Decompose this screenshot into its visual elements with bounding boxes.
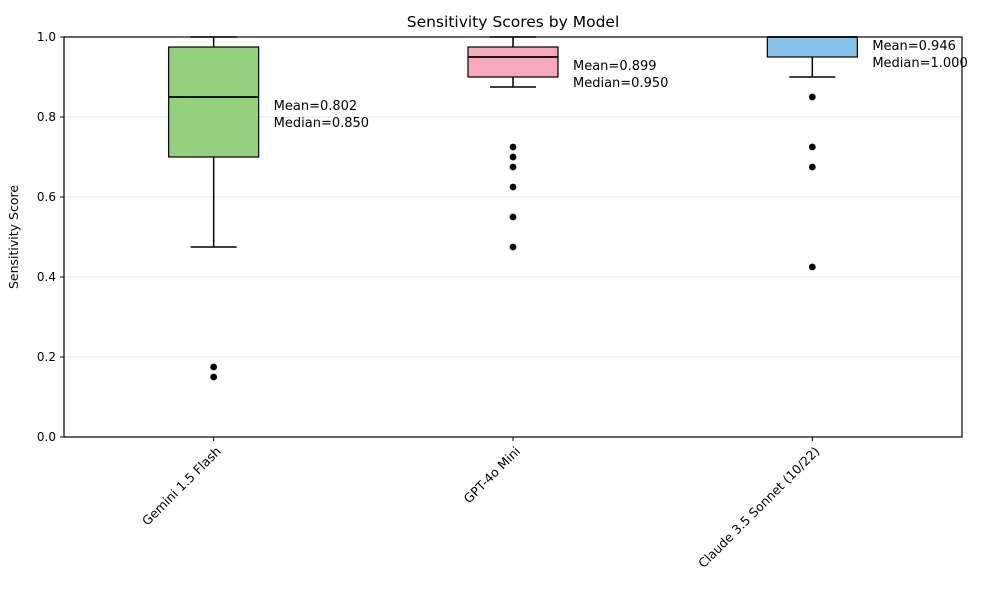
data-layer bbox=[168, 36, 858, 381]
annotation-layer: Mean=0.802 Median=0.850 Mean=0.899 Median=0… bbox=[274, 39, 968, 131]
x-axis-label-gpt-4o-mini: GPT-4o Mini bbox=[461, 444, 524, 507]
annotation-median-gemini-1-5-flash: Median=0.850 bbox=[274, 116, 369, 131]
y-tick-label-0.4: 0.4 bbox=[37, 270, 56, 284]
outlier-gpt-4o-mini-0 bbox=[509, 143, 517, 151]
y-tick-label-0.8: 0.8 bbox=[37, 110, 56, 124]
outlier-claude-3-5-sonnet-10-22-2 bbox=[808, 163, 816, 171]
box-claude-3-5-sonnet-10-22 bbox=[766, 36, 858, 58]
outlier-gpt-4o-mini-1 bbox=[509, 153, 517, 161]
y-tick-label-0.6: 0.6 bbox=[37, 190, 56, 204]
box-gemini-1-5-flash bbox=[168, 46, 260, 158]
outlier-gpt-4o-mini-4 bbox=[509, 213, 517, 221]
x-axis-label-gemini-1-5-flash: Gemini 1.5 Flash bbox=[139, 444, 224, 529]
outlier-gpt-4o-mini-3 bbox=[509, 183, 517, 191]
x-axis-label-claude-3-5-sonnet-10-22: Claude 3.5 Sonnet (10/22) bbox=[695, 444, 822, 571]
plot-frame bbox=[63, 36, 963, 438]
annotation-mean-claude-3-5-sonnet-10-22: Mean=0.946 bbox=[872, 39, 956, 54]
outlier-claude-3-5-sonnet-10-22-1 bbox=[808, 143, 816, 151]
box-gpt-4o-mini bbox=[467, 46, 559, 78]
annotation-median-claude-3-5-sonnet-10-22: Median=1.000 bbox=[872, 56, 967, 71]
annotation-mean-gemini-1-5-flash: Mean=0.802 bbox=[274, 99, 358, 114]
annotation-median-gpt-4o-mini: Median=0.950 bbox=[573, 76, 668, 91]
outlier-gemini-1-5-flash-1 bbox=[210, 373, 218, 381]
y-axis-label: Sensitivity Score bbox=[6, 185, 21, 289]
outlier-gemini-1-5-flash-0 bbox=[210, 363, 218, 371]
annotation-mean-gpt-4o-mini: Mean=0.899 bbox=[573, 59, 657, 74]
outlier-gpt-4o-mini-5 bbox=[509, 243, 517, 251]
y-tick-label-1: 1.0 bbox=[37, 30, 56, 44]
y-tick-label-0: 0.0 bbox=[37, 430, 56, 444]
y-tick-label-0.2: 0.2 bbox=[37, 350, 56, 364]
chart-title: Sensitivity Scores by Model bbox=[407, 13, 620, 31]
outlier-gpt-4o-mini-2 bbox=[509, 163, 517, 171]
outlier-claude-3-5-sonnet-10-22-0 bbox=[808, 93, 816, 101]
outlier-claude-3-5-sonnet-10-22-3 bbox=[808, 263, 816, 271]
